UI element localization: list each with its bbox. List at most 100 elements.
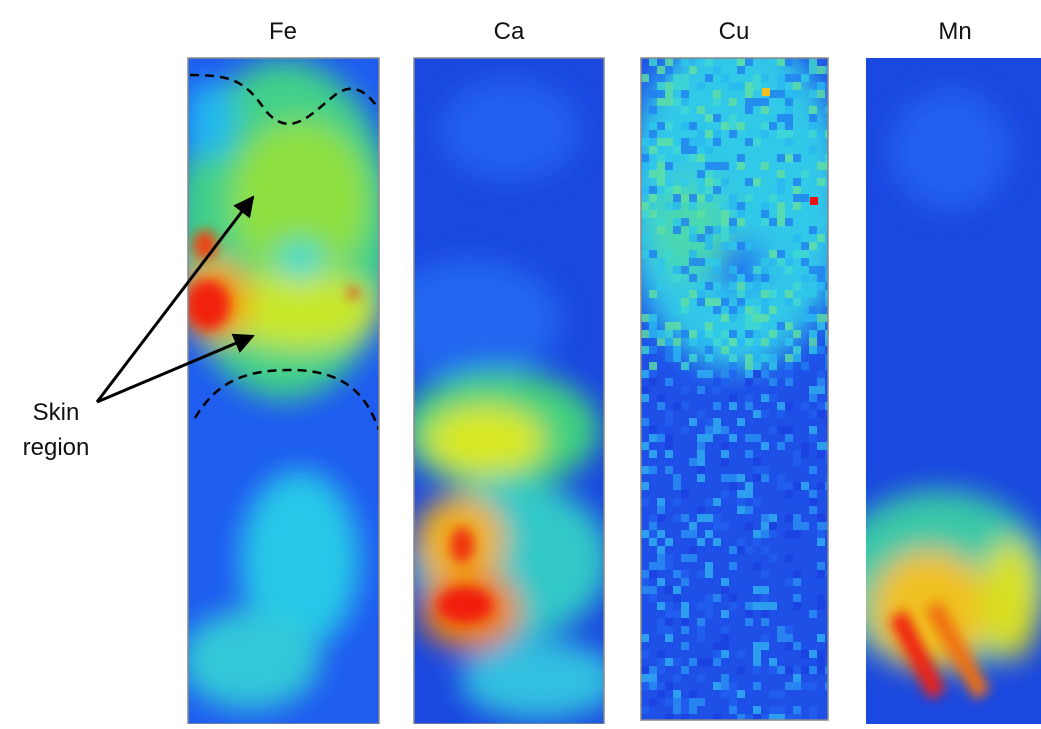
- pixel: [785, 482, 793, 490]
- pixel: [761, 210, 769, 218]
- pixel: [665, 450, 673, 458]
- pixel: [697, 282, 705, 290]
- pixel: [705, 194, 713, 202]
- pixel: [761, 130, 769, 138]
- pixel: [777, 98, 785, 106]
- cu-map: [625, 30, 845, 722]
- pixel: [777, 482, 785, 490]
- pixel: [777, 706, 785, 714]
- pixel: [729, 570, 737, 578]
- pixel: [817, 274, 825, 282]
- pixel: [713, 90, 721, 98]
- pixel: [713, 402, 721, 410]
- pixel: [641, 418, 649, 426]
- pixel: [705, 602, 713, 610]
- pixel: [769, 434, 777, 442]
- pixel: [809, 698, 817, 706]
- pixel: [673, 130, 681, 138]
- pixel: [777, 642, 785, 650]
- pixel: [769, 90, 777, 98]
- pixel: [817, 82, 825, 90]
- pixel: [713, 442, 721, 450]
- pixel: [825, 162, 833, 170]
- pixel: [785, 626, 793, 634]
- pixel: [761, 98, 769, 106]
- pixel: [681, 178, 689, 186]
- pixel: [817, 378, 825, 386]
- pixel: [745, 610, 753, 618]
- pixel: [817, 234, 825, 242]
- pixel: [697, 482, 705, 490]
- pixel: [785, 90, 793, 98]
- pixel: [745, 706, 753, 714]
- pixel: [785, 130, 793, 138]
- pixel: [777, 74, 785, 82]
- pixel: [681, 554, 689, 562]
- pixel: [745, 434, 753, 442]
- pixel: [657, 594, 665, 602]
- pixel: [657, 266, 665, 274]
- pixel: [713, 602, 721, 610]
- pixel: [641, 570, 649, 578]
- pixel: [761, 202, 769, 210]
- pixel: [665, 634, 673, 642]
- pixel: [665, 698, 673, 706]
- pixel: [681, 362, 689, 370]
- pixel: [801, 314, 809, 322]
- pixel: [793, 178, 801, 186]
- pixel: [769, 186, 777, 194]
- pixel: [785, 290, 793, 298]
- pixel: [689, 626, 697, 634]
- pixel: [641, 602, 649, 610]
- pixel: [761, 714, 769, 722]
- pixel: [657, 714, 665, 722]
- pixel: [745, 58, 753, 66]
- pixel: [793, 458, 801, 466]
- pixel: [769, 322, 777, 330]
- pixel: [729, 90, 737, 98]
- pixel: [681, 706, 689, 714]
- pixel: [761, 562, 769, 570]
- pixel: [785, 354, 793, 362]
- pixel: [761, 650, 769, 658]
- pixel: [761, 370, 769, 378]
- panel-label: Fe: [269, 18, 297, 45]
- pixel: [753, 706, 761, 714]
- pixel: [697, 634, 705, 642]
- pixel: [657, 170, 665, 178]
- pixel: [673, 514, 681, 522]
- pixel: [641, 458, 649, 466]
- pixel: [673, 266, 681, 274]
- pixel: [689, 250, 697, 258]
- pixel: [809, 714, 817, 722]
- pixel: [665, 554, 673, 562]
- pixel: [705, 338, 713, 346]
- pixel: [713, 674, 721, 682]
- pixel: [665, 186, 673, 194]
- pixel: [649, 194, 657, 202]
- pixel: [689, 258, 697, 266]
- pixel: [729, 202, 737, 210]
- pixel: [769, 306, 777, 314]
- pixel: [825, 602, 833, 610]
- pixel: [689, 354, 697, 362]
- pixel: [657, 138, 665, 146]
- pixel: [761, 530, 769, 538]
- pixel: [793, 418, 801, 426]
- pixel: [657, 586, 665, 594]
- pixel: [769, 114, 777, 122]
- pixel: [761, 594, 769, 602]
- pixel: [657, 258, 665, 266]
- pixel: [809, 226, 817, 234]
- pixel: [801, 274, 809, 282]
- pixel: [705, 610, 713, 618]
- pixel: [721, 426, 729, 434]
- pixel: [825, 386, 833, 394]
- pixel: [665, 330, 673, 338]
- pixel: [729, 714, 737, 722]
- pixel: [641, 666, 649, 674]
- pixel: [761, 354, 769, 362]
- pixel: [817, 386, 825, 394]
- pixel: [705, 482, 713, 490]
- pixel: [817, 562, 825, 570]
